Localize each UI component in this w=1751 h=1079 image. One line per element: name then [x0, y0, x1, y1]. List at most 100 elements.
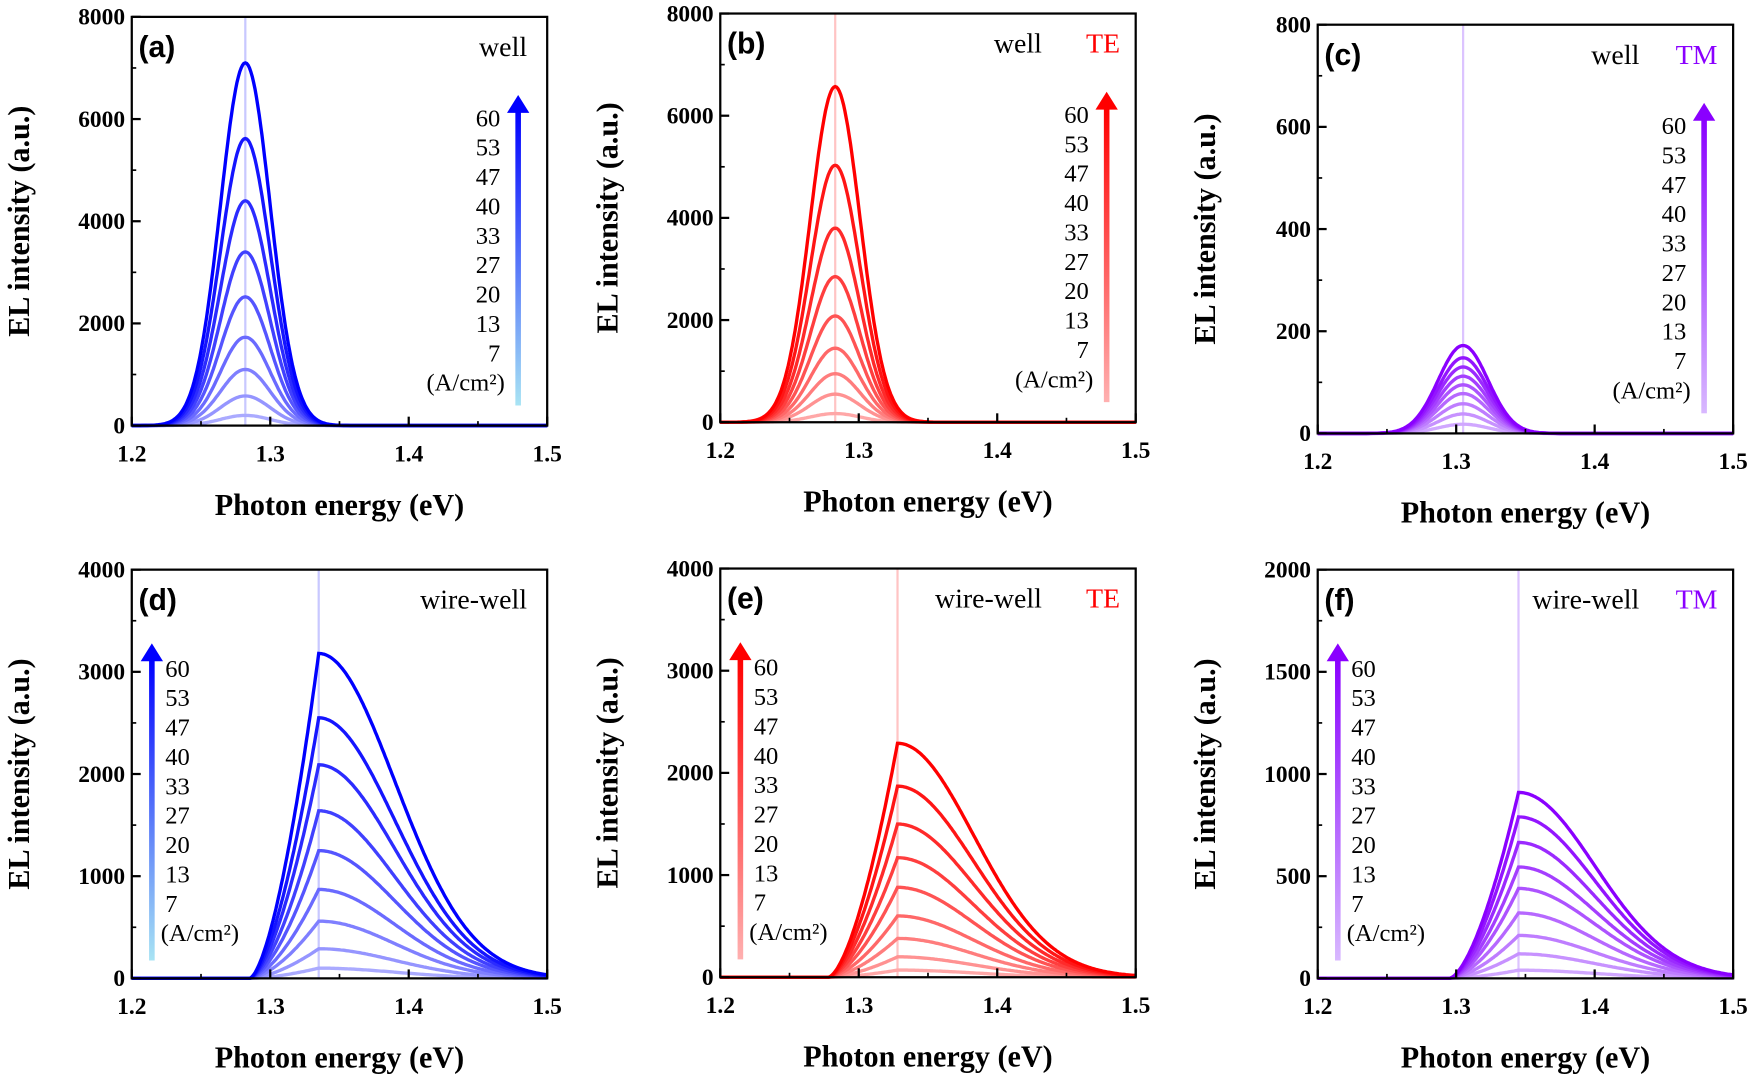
y-tick-label: 1500	[1264, 660, 1311, 686]
arrow-head-icon	[1326, 643, 1349, 662]
x-tick-label: 1.3	[256, 441, 285, 467]
legend-label-20: 20	[165, 832, 190, 859]
legend-title: (A/cm²)	[1612, 377, 1690, 404]
arrow-head-icon	[1692, 102, 1716, 121]
y-axis-label: EL intensity (a.u.)	[2, 658, 36, 889]
y-tick-label: 1000	[667, 863, 714, 889]
structure-annotation: wire-well	[935, 584, 1042, 615]
y-axis-label: EL intensity (a.u.)	[591, 657, 625, 888]
legend-title: (A/cm²)	[749, 919, 827, 946]
x-tick-label: 1.2	[117, 441, 146, 467]
y-tick-label: 2000	[78, 762, 125, 788]
y-tick-label: 8000	[78, 5, 125, 31]
legend-label-53: 53	[476, 135, 501, 162]
legend-label-27: 27	[165, 803, 190, 830]
x-tick-label: 1.5	[1121, 438, 1150, 464]
panel-label: (b)	[727, 28, 766, 61]
structure-annotation: wire-well	[420, 585, 527, 616]
y-tick-label: 6000	[667, 104, 714, 130]
panel-b: 1.2 1.3 1.4 1.5 0 2000 4000 6000 8000 Photon ener…	[591, 1, 1151, 518]
legend-label-13: 13	[476, 311, 501, 338]
x-tick-label: 1.3	[1442, 449, 1471, 475]
legend-label-33: 33	[1064, 219, 1089, 246]
y-tick-label: 4000	[667, 556, 714, 582]
panel-label: (e)	[727, 583, 764, 616]
legend-label-13: 13	[1662, 319, 1687, 346]
plot-frame	[1316, 23, 1735, 435]
x-tick-label: 1.2	[706, 993, 735, 1019]
plot-frame	[719, 567, 1137, 979]
plot-frame	[719, 12, 1137, 424]
legend-label-60: 60	[165, 656, 190, 683]
x-axis-label: Photon energy (eV)	[1401, 1041, 1650, 1075]
y-tick-label: 0	[1299, 966, 1311, 992]
legend-title: (A/cm²)	[161, 920, 239, 947]
legend-label-27: 27	[754, 802, 779, 829]
polarization-annotation: TE	[1086, 29, 1120, 60]
plot-frame	[1316, 568, 1735, 980]
y-tick-label: 500	[1276, 864, 1311, 890]
x-axis-label: Photon energy (eV)	[215, 1041, 464, 1075]
x-tick-label: 1.5	[533, 441, 562, 467]
legend-label-7: 7	[1674, 348, 1686, 375]
legend-label-13: 13	[165, 861, 190, 888]
panel-e: 1.2 1.3 1.4 1.5 0 1000 2000 3000 4000 Photon ener…	[591, 556, 1151, 1073]
series-line-53	[720, 784, 1136, 979]
x-tick-label: 1.5	[1718, 994, 1747, 1020]
y-tick-label: 0	[113, 966, 125, 992]
panel-c: 1.2 1.3 1.4 1.5 0 200 400 600 800 Photon energy (…	[1188, 13, 1748, 530]
y-tick-label: 0	[702, 410, 714, 436]
y-tick-label: 200	[1276, 319, 1311, 345]
legend-label-60: 60	[476, 105, 501, 132]
y-tick-label: 8000	[667, 1, 714, 27]
x-tick-label: 1.4	[394, 441, 424, 467]
x-tick-label: 1.3	[844, 993, 873, 1019]
legend-label-20: 20	[476, 282, 501, 309]
arrow-head-icon	[1095, 91, 1118, 110]
legend-label-27: 27	[1662, 260, 1687, 287]
structure-annotation: well	[994, 29, 1042, 60]
legend-label-7: 7	[754, 890, 766, 917]
y-tick-label: 4000	[78, 209, 125, 235]
current-density-arrow	[515, 110, 521, 406]
legend-label-40: 40	[1662, 201, 1687, 228]
structure-annotation: well	[479, 32, 527, 63]
y-tick-label: 3000	[667, 659, 714, 685]
y-tick-label: 2000	[78, 311, 125, 337]
legend-label-40: 40	[165, 744, 190, 771]
y-tick-label: 0	[113, 413, 125, 439]
current-density-arrow	[737, 657, 744, 960]
legend-label-27: 27	[476, 252, 501, 279]
x-tick-label: 1.5	[1718, 449, 1747, 475]
legend-title: (A/cm²)	[1015, 366, 1093, 393]
x-tick-label: 1.4	[983, 993, 1013, 1019]
x-tick-label: 1.2	[1303, 994, 1332, 1020]
y-tick-label: 2000	[667, 761, 714, 787]
legend-label-27: 27	[1351, 803, 1376, 830]
x-tick-label: 1.4	[1580, 449, 1610, 475]
series-line-47	[720, 822, 1136, 979]
legend-label-47: 47	[476, 164, 501, 191]
legend-label-40: 40	[1064, 190, 1089, 217]
legend-label-53: 53	[1351, 685, 1376, 712]
panel-label: (d)	[138, 584, 177, 617]
legend-label-40: 40	[1351, 744, 1376, 771]
x-axis-label: Photon energy (eV)	[803, 485, 1052, 519]
legend-label-53: 53	[1662, 143, 1687, 170]
y-tick-label: 400	[1276, 217, 1311, 243]
current-density-arrow	[1103, 107, 1110, 403]
panel-label: (c)	[1324, 39, 1361, 72]
x-tick-label: 1.2	[1303, 449, 1332, 475]
legend-label-47: 47	[1064, 161, 1089, 188]
panel-a: 1.2 1.3 1.4 1.5 0 2000 4000 6000 8000 Photon ener…	[2, 5, 562, 522]
legend-title: (A/cm²)	[427, 370, 505, 397]
panel-d: 1.2 1.3 1.4 1.5 0 1000 2000 3000 4000 Photon ener…	[2, 557, 562, 1074]
y-tick-label: 600	[1276, 115, 1311, 141]
legend-label-13: 13	[1351, 861, 1376, 888]
y-axis-label: EL intensity (a.u.)	[1188, 658, 1222, 889]
polarization-annotation: TM	[1676, 585, 1718, 616]
panel-f: 1.2 1.3 1.4 1.5 0 500 1000 1500 2000 Photon energ…	[1188, 557, 1748, 1074]
panel-label: (a)	[138, 31, 175, 64]
y-tick-label: 1000	[78, 864, 125, 890]
